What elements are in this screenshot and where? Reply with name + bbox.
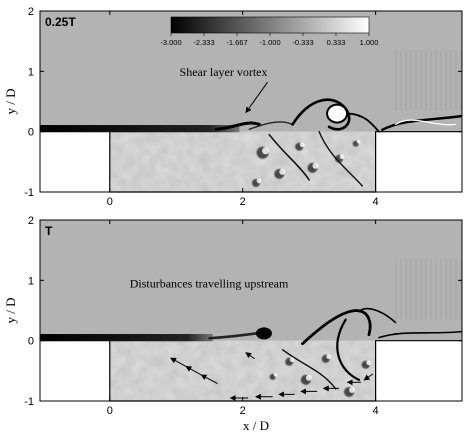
impingement-filament xyxy=(358,307,397,324)
turbulent-eddy-highlight xyxy=(326,354,332,360)
disturbance-arrow xyxy=(363,373,374,381)
shear-layer-tail xyxy=(208,332,258,340)
y-tick-label: 1 xyxy=(28,66,34,78)
acoustic-wave-region xyxy=(392,50,462,111)
colorbar-tick-label: -0.333 xyxy=(292,38,313,47)
x-tick-label: 0 xyxy=(107,196,113,208)
y-axis-label: y / D xyxy=(3,89,18,115)
shear-layer-structures xyxy=(208,307,462,390)
rolled-up-vortex xyxy=(214,121,261,131)
vorticity-field xyxy=(40,220,462,401)
vorticity-field xyxy=(40,11,462,192)
turbulent-eddy-highlight xyxy=(299,142,305,148)
shear-layer-structures xyxy=(214,98,462,187)
shear-layer-filament xyxy=(248,121,294,130)
x-tick-label: 4 xyxy=(373,405,379,417)
upstream-wall xyxy=(40,340,110,401)
acoustic-wave-region xyxy=(392,259,462,320)
disturbance-arrow xyxy=(170,357,187,368)
downstream-wall xyxy=(375,340,462,401)
x-tick-label: 2 xyxy=(240,405,246,417)
upstream-wall xyxy=(40,131,110,192)
vortex-descending-filament xyxy=(336,318,361,381)
turbulent-eddy-highlight xyxy=(256,178,262,184)
annotation-text: Disturbances travelling upstream xyxy=(130,277,289,291)
turbulent-eddy-highlight xyxy=(349,386,356,393)
x-tick-label: 2 xyxy=(240,196,246,208)
y-tick-label: -1 xyxy=(24,396,34,408)
y-tick-label: 0 xyxy=(28,336,34,348)
wake-structure xyxy=(378,330,462,339)
x-tick-label: 0 xyxy=(107,405,113,417)
x-axis-label: x / D xyxy=(243,418,269,433)
boundary-layer xyxy=(40,334,213,342)
turbulent-eddy-highlight xyxy=(366,360,372,366)
turbulent-eddy-highlight xyxy=(273,373,278,377)
impingement-filament xyxy=(348,112,380,133)
panel-quarter-period: 0 2 4 -1 0 1 2 y / D 0.25T -3.000 -2.333 -1.667 -1.0… xyxy=(3,6,463,208)
cavity-filament xyxy=(268,133,310,181)
panel-time-label: T xyxy=(45,224,53,238)
downstream-wall xyxy=(375,131,462,192)
turbulent-eddy-highlight xyxy=(356,139,361,144)
y-tick-label: 0 xyxy=(28,127,34,139)
turbulent-eddy-highlight xyxy=(305,374,312,381)
colorbar-tick-label: -1.667 xyxy=(226,38,247,47)
boundary-layer xyxy=(40,125,240,133)
cavity-filament xyxy=(281,349,337,390)
turbulent-eddy-highlight xyxy=(279,168,286,175)
y-tick-label: 2 xyxy=(28,6,34,18)
turbulent-eddy-highlight xyxy=(312,162,319,169)
panel-time-label: 0.25T xyxy=(45,15,76,29)
panel-full-period: 0 2 4 -1 0 1 2 y / D x / D T Disturbances travelli… xyxy=(3,215,463,433)
turbulent-eddy-highlight xyxy=(262,147,270,155)
y-axis-label: y / D xyxy=(3,298,18,324)
turbulent-eddy-highlight xyxy=(339,154,345,160)
y-tick-label: -1 xyxy=(24,187,34,199)
large-vortex-outline xyxy=(301,309,372,346)
small-vortex xyxy=(255,327,272,340)
disturbance-arrow xyxy=(185,366,202,376)
cavity-turbulence xyxy=(109,131,376,192)
turbulent-eddy-highlight xyxy=(289,357,295,363)
colorbar-tick-label: -1.000 xyxy=(259,38,280,47)
wake-highlight xyxy=(394,119,456,126)
colorbar-tick-label: 0.333 xyxy=(327,38,346,47)
colorbar-tick-label: 1.000 xyxy=(360,38,379,47)
colorbar-tick-label: -2.333 xyxy=(193,38,214,47)
annotation-text: Shear layer vortex xyxy=(180,65,268,79)
disturbance-arrow xyxy=(200,374,218,384)
vortex-core xyxy=(326,103,349,124)
y-tick-label: 1 xyxy=(28,275,34,287)
x-tick-label: 4 xyxy=(373,196,379,208)
disturbance-arrow xyxy=(245,352,255,360)
annotation-arrow xyxy=(245,81,268,114)
cavity-turbulence xyxy=(109,340,376,401)
colorbar xyxy=(170,16,370,34)
colorbar-tick-label: -3.000 xyxy=(160,38,181,47)
y-tick-label: 2 xyxy=(28,215,34,227)
